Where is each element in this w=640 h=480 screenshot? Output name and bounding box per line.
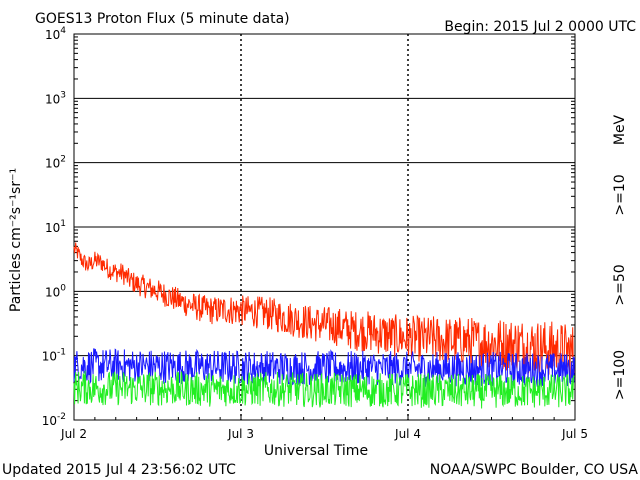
y-tick-label: 101 [45, 219, 66, 235]
x-tick-label: Jul 5 [561, 427, 588, 441]
y-tick-label: 104 [45, 26, 66, 42]
y-tick-label: 103 [45, 90, 66, 106]
x-tick-label: Jul 3 [227, 427, 254, 441]
series-line-ge10 [73, 242, 575, 381]
y-axis-label: Particles cm⁻²s⁻¹sr⁻¹ [8, 168, 24, 312]
y-tick-labels: 10-2 10-1 100 101 102 103 104 [42, 26, 67, 428]
legend-series-ge50: >=50 [612, 264, 628, 305]
credit: NOAA/SWPC Boulder, CO USA [430, 462, 639, 478]
legend-unit: MeV [612, 114, 628, 145]
x-tick-label: Jul 2 [60, 427, 87, 441]
legend-series-ge10: >=10 [612, 174, 628, 215]
vertical-gridlines [73, 34, 576, 420]
updated-time: Updated 2015 Jul 4 23:56:02 UTC [2, 462, 236, 478]
series-line-ge50 [73, 348, 575, 388]
y-tick-label: 102 [45, 155, 66, 171]
x-tick-label: Jul 4 [394, 427, 421, 441]
chart-title: GOES13 Proton Flux (5 minute data) [35, 11, 290, 27]
y-tick-label: 10-1 [42, 348, 66, 364]
y-tick-label: 10-2 [42, 412, 66, 428]
y-tick-label: 100 [45, 283, 66, 299]
x-tick-labels: Jul 2 Jul 3 Jul 4 Jul 5 [60, 427, 588, 441]
x-axis-label: Universal Time [264, 443, 368, 459]
begin-time: Begin: 2015 Jul 2 0000 UTC [444, 19, 636, 35]
legend-series-ge100: >=100 [612, 350, 628, 400]
data-series [73, 242, 575, 409]
series-line-ge100 [73, 370, 575, 409]
